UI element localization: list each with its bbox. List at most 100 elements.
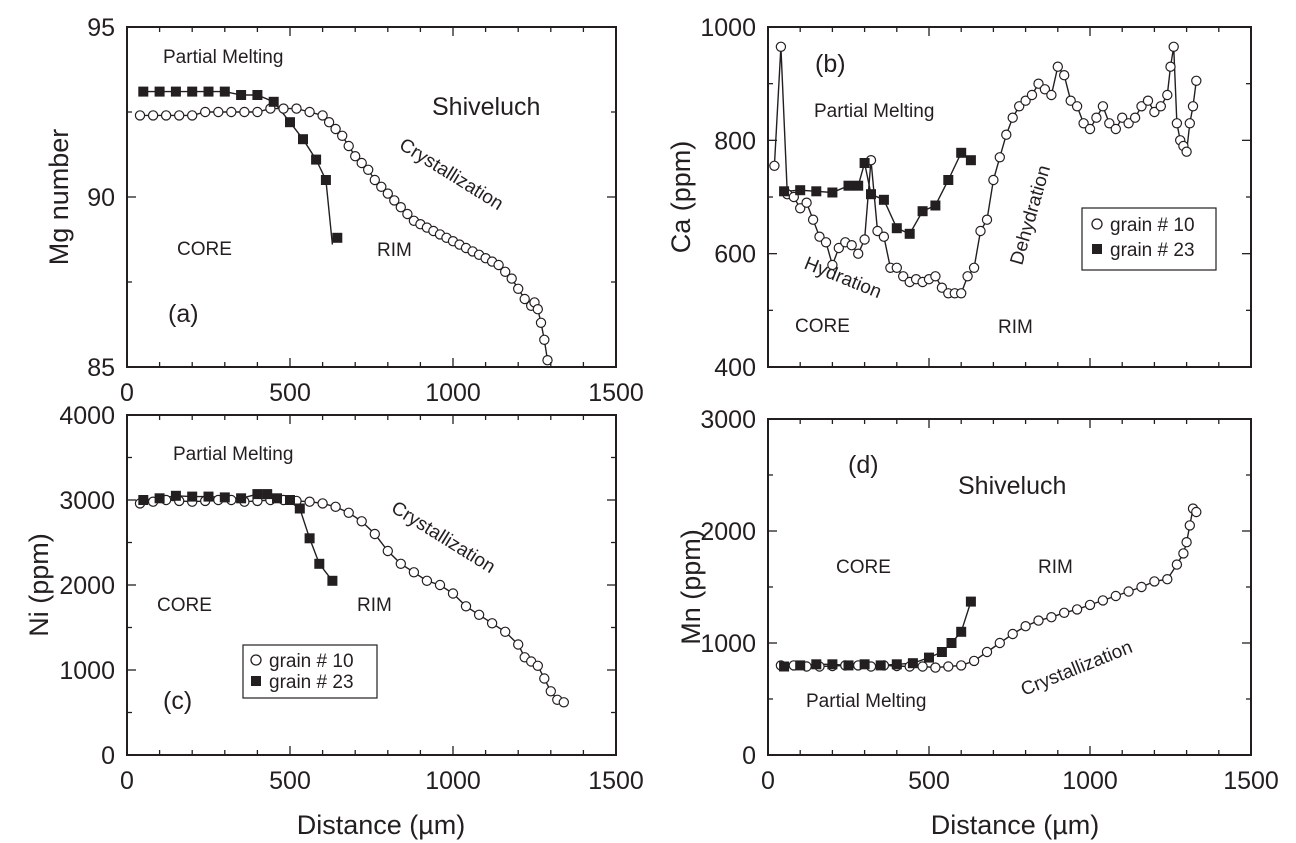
panel-b-grain23-point <box>866 189 876 200</box>
panel-b-grain10-point <box>1123 118 1134 129</box>
panel-c-frame <box>126 414 617 756</box>
panel-b-grain10-point <box>1026 89 1038 101</box>
panel-b-grain10-point <box>1110 123 1122 135</box>
panel-a-core: CORE <box>177 239 232 260</box>
panel-a-grain23-point <box>268 96 279 107</box>
panel-c-y-tick-label: 4000 <box>59 402 115 430</box>
panel-a-grain10-point <box>134 110 146 121</box>
panel-b-grain10-point <box>1046 89 1057 101</box>
panel-c-grain23-point <box>138 495 149 505</box>
panel-a-rim: RIM <box>377 240 412 261</box>
panel-a-y-tick-label: 90 <box>87 184 115 212</box>
panel-d-grain10-point <box>1097 595 1109 606</box>
panel-b-grain10-point <box>1142 95 1154 106</box>
panel-d-core: CORE <box>836 557 891 578</box>
panel-c-grain10-point <box>395 558 406 570</box>
panel-c-grain23-point <box>304 533 315 544</box>
panel-a-x-tick-label: 0 <box>120 379 134 407</box>
panel-b-grain10-point <box>898 271 909 282</box>
panel-d-ylabel: Mn (ppm) <box>676 529 706 645</box>
panel-b-grain10-point <box>981 214 993 225</box>
panel-b-partial-melting: Partial Melting <box>814 101 934 122</box>
panel-c-partial-melting: Partial Melting <box>173 444 293 465</box>
panel-b-grain10-point <box>846 239 857 251</box>
panel-c-grain10-point <box>382 545 393 557</box>
panel-b-ylabel: Ca (ppm) <box>666 141 696 254</box>
panel-c-grain10-point <box>473 609 485 621</box>
panel-c-grain10-point <box>369 528 380 540</box>
panel-c-legend-circle-marker <box>250 654 262 666</box>
panel-a-grain23-point <box>138 86 149 97</box>
panel-c-grain23-point <box>236 493 247 504</box>
panel-c-grain10-point <box>330 501 341 512</box>
panel-b-series-grain23-line <box>784 151 972 235</box>
panel-b-grain23-point <box>943 175 954 185</box>
panel-a-grain23-point <box>311 154 322 165</box>
panel-a-grain10-point <box>278 103 289 114</box>
panel-b-grain10-point <box>1104 118 1115 129</box>
panel-b-grain23-point <box>956 147 967 158</box>
panel-a-grain23-point <box>203 86 214 97</box>
panel-a-x-tick-label: 1000 <box>425 379 481 407</box>
panel-b-grain10-point <box>775 41 787 53</box>
panel-c-y-tick-label: 3000 <box>59 487 115 515</box>
panel-a-series-grain23-line <box>143 90 334 245</box>
panel-a-grain10-point <box>500 266 511 277</box>
panel-a-grain10-point <box>493 259 504 271</box>
panel-b-grain10-point <box>827 259 838 271</box>
panel-b-core: CORE <box>795 316 850 337</box>
panel-a-grain10-point <box>213 106 224 118</box>
panel-a-grain10-point <box>395 201 406 213</box>
panel-a-grain10-point <box>539 334 550 345</box>
panel-b-grain10-point <box>891 262 903 273</box>
panel-b-grain10-point <box>1052 61 1064 72</box>
panel-b-grain23-point <box>853 180 864 191</box>
panel-d-series <box>775 503 1202 673</box>
panel-a-grain10-point <box>343 140 354 152</box>
panel-a-grain10-point <box>363 164 374 175</box>
panel-c-rim: RIM <box>357 595 392 616</box>
panel-a-grain10-point <box>239 106 250 118</box>
panel-b-grain10-point <box>956 288 967 299</box>
panel-a-grain10-point <box>199 106 211 118</box>
panel-c-grain23-point <box>219 492 230 503</box>
panel-b-grain23-point <box>827 187 838 198</box>
panel-d-label: (d) <box>848 451 879 479</box>
panel-c-grain10-point <box>532 660 544 672</box>
panel-d-grain10-point <box>1033 615 1044 626</box>
panel-a-grain10-point <box>186 110 198 121</box>
panel-d-grain23-point <box>956 626 967 637</box>
panel-d-y-tick-label: 3000 <box>700 406 756 434</box>
panel-d: 0 500 1000 1500 0 1000 2000 3000 Mn (ppm) (d) S… <box>676 406 1279 795</box>
panel-b-grain10-point <box>1191 75 1202 87</box>
panel-c-grain23-point <box>203 491 214 502</box>
panel-c-grain23-point <box>262 489 273 500</box>
panel-a-grain23-point <box>187 86 198 97</box>
panel-b-grain10-point <box>994 152 1006 163</box>
panel-b-legend-grain23: grain # 23 <box>1110 240 1195 261</box>
panel-b-grain10-point <box>1014 101 1025 112</box>
panel-c-grain23-point <box>187 491 198 502</box>
panel-b-hydration: Hydration <box>801 253 884 303</box>
panel-b-legend-square-marker <box>1092 244 1102 254</box>
panel-a-grain23-point <box>285 117 295 128</box>
panel-b-grain10-point <box>795 203 806 214</box>
panel-b-grain10-point <box>1071 101 1083 112</box>
panel-c-grain23-point <box>314 558 325 569</box>
panel-d-grain10-point <box>1191 506 1202 518</box>
panel-a-grain23-point <box>219 86 230 97</box>
panel-a-shiveluch: Shiveluch <box>432 93 540 121</box>
panel-b-legend-circle-marker <box>1091 218 1103 230</box>
panel-b-grain23-point <box>965 155 976 166</box>
panel-d-crystallization: Crystallization <box>1018 637 1136 701</box>
panel-a-grain10-point <box>369 174 380 186</box>
panel-a-grain10-point <box>317 110 328 121</box>
panel-d-grain23-point <box>924 652 934 663</box>
panel-d-grain10-point <box>1110 590 1122 602</box>
panel-a-grain23-point <box>332 232 343 243</box>
panel-c-grain10-point <box>343 507 354 518</box>
panel-b-grain10-point <box>814 231 825 242</box>
panel-b-grain10-point <box>878 231 890 242</box>
panel-c-legend-square-marker <box>251 676 261 686</box>
panel-a-y-tick-label: 85 <box>87 354 115 382</box>
